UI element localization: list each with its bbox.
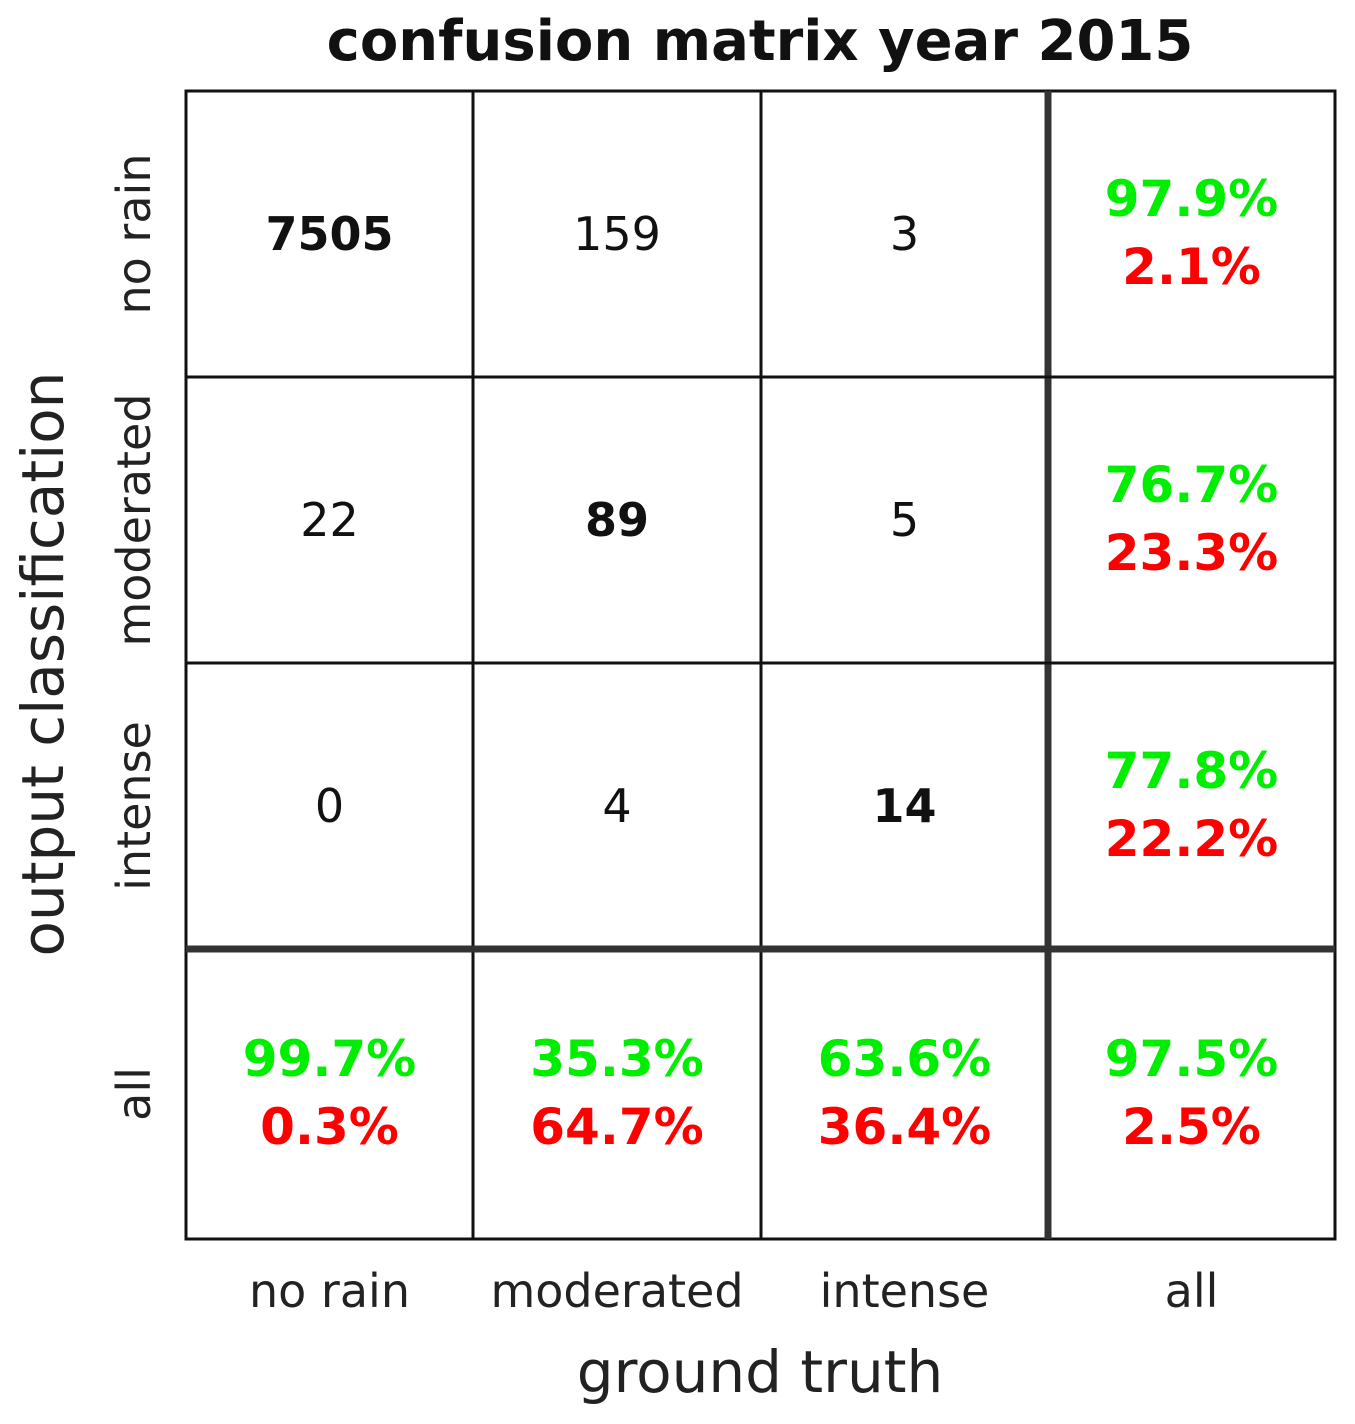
row-summary-correct-pct: 97.9% [1105, 170, 1278, 228]
x-axis-title: ground truth [577, 1338, 944, 1406]
x-tick-label: all [1165, 1264, 1219, 1318]
column-summary-correct-pct: 99.7% [243, 1030, 416, 1088]
row-summary-error-pct: 23.3% [1105, 524, 1278, 582]
count-cell: 0 [315, 779, 344, 833]
column-summary-correct-pct: 63.6% [818, 1030, 991, 1088]
column-summary-correct-pct: 35.3% [530, 1030, 703, 1088]
count-cell: 4 [602, 779, 631, 833]
y-tick-label: intense [107, 721, 161, 891]
row-summary-correct-pct: 77.8% [1105, 742, 1278, 800]
y-tick-label: no rain [107, 154, 161, 315]
diagonal-count-cell: 89 [585, 493, 649, 547]
count-cell: 159 [573, 207, 661, 261]
x-tick-label: moderated [490, 1264, 743, 1318]
row-summary-error-pct: 22.2% [1105, 810, 1278, 868]
x-tick-label: no rain [249, 1264, 410, 1318]
y-tick-label: all [107, 1067, 161, 1121]
count-cell: 3 [890, 207, 919, 261]
column-summary-error-pct: 64.7% [530, 1098, 703, 1156]
y-axis-title: output classification [9, 372, 77, 957]
chart-title: confusion matrix year 2015 [327, 9, 1194, 74]
matrix-grid [184, 89, 1337, 1241]
diagonal-count-cell: 14 [872, 779, 936, 833]
overall-summary-correct-pct: 97.5% [1105, 1030, 1278, 1088]
column-summary-error-pct: 36.4% [818, 1098, 991, 1156]
diagonal-count-cell: 7505 [265, 207, 393, 261]
row-summary-error-pct: 2.1% [1122, 238, 1261, 296]
axis-ticks: no rain moderated intense all no rain moderat… [107, 154, 1218, 1318]
count-cell: 22 [300, 493, 359, 547]
y-tick-label: moderated [107, 393, 161, 646]
row-summary-correct-pct: 76.7% [1105, 456, 1278, 514]
x-tick-label: intense [820, 1264, 990, 1318]
count-cell: 5 [890, 493, 919, 547]
overall-summary-error-pct: 2.5% [1122, 1098, 1261, 1156]
column-summary-error-pct: 0.3% [260, 1098, 399, 1156]
matrix-cells: 7505 159 3 22 89 5 0 4 14 97.9% 2.1% 76.7% 23.3% 77.8… [243, 170, 1278, 1156]
